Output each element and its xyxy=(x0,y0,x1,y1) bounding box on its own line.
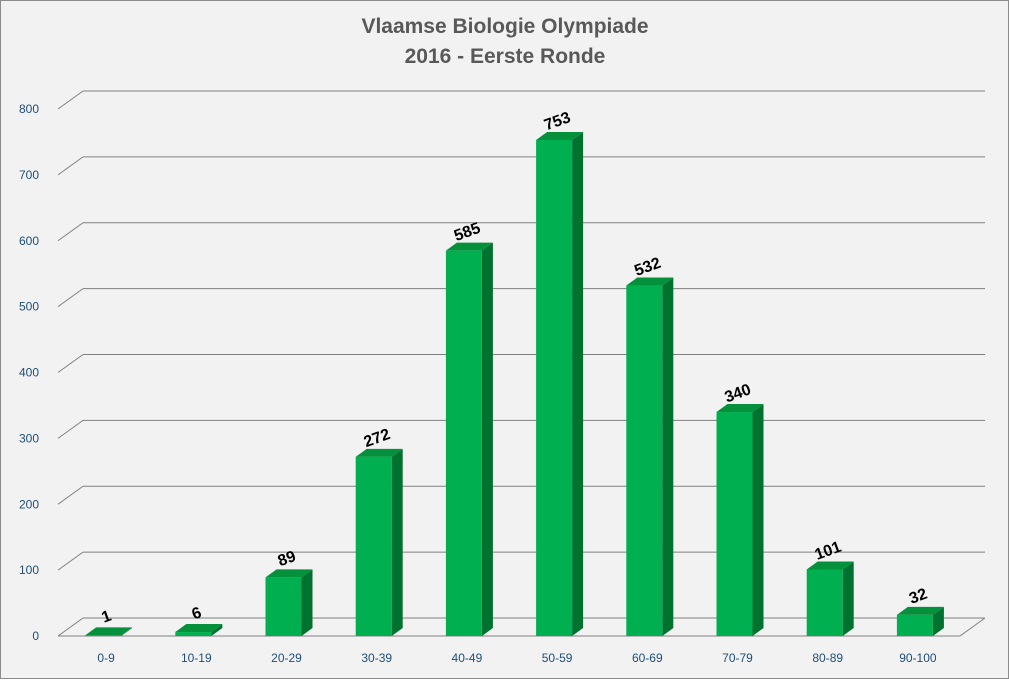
gridline-diagonal xyxy=(57,222,84,242)
bar-70-79 xyxy=(716,404,764,636)
bar-front xyxy=(445,250,482,636)
y-tick-label: 0 xyxy=(32,629,39,643)
chart-title: Vlaamse Biologie Olympiade xyxy=(361,15,648,38)
gridline-diagonal xyxy=(57,354,84,373)
bar-front xyxy=(626,285,663,636)
y-tick-label: 600 xyxy=(19,234,39,248)
y-tick-label: 800 xyxy=(19,102,39,116)
bar-20-29 xyxy=(265,569,313,636)
gridline-diagonal xyxy=(57,90,84,110)
x-tick-label: 70-79 xyxy=(722,651,753,665)
bar-top xyxy=(175,624,223,633)
y-tick-label: 300 xyxy=(19,431,39,445)
bar-side xyxy=(842,561,854,636)
bar-side xyxy=(391,448,403,636)
data-label: 1 xyxy=(99,608,113,627)
data-label: 532 xyxy=(632,255,663,280)
x-tick-label: 10-19 xyxy=(181,651,212,665)
bar-front xyxy=(265,577,302,636)
y-tick-label: 700 xyxy=(19,168,39,182)
bar-top xyxy=(536,131,584,140)
data-label: 89 xyxy=(276,548,299,570)
gridline-diagonal xyxy=(57,156,84,176)
gridlines xyxy=(57,90,986,637)
gridline-diagonal xyxy=(57,419,84,439)
bar-top xyxy=(265,569,313,578)
bar-side xyxy=(481,242,493,636)
bar-side xyxy=(932,606,944,636)
data-labels: 1 6 89 272 585 753 532 340 101 32 xyxy=(99,109,929,626)
bar-top xyxy=(85,627,133,636)
data-label: 340 xyxy=(723,381,754,406)
bar-front xyxy=(355,456,392,636)
x-tick-label: 30-39 xyxy=(361,651,392,665)
bar-top xyxy=(626,277,674,286)
bar-10-19 xyxy=(175,624,223,636)
gridline-diagonal xyxy=(57,288,84,308)
floor-diagonal xyxy=(959,617,986,637)
bar-side xyxy=(301,569,313,636)
x-tick-label: 90-100 xyxy=(899,651,937,665)
bar-40-49 xyxy=(445,242,493,636)
y-tick-label: 200 xyxy=(19,497,39,511)
data-label: 32 xyxy=(907,586,930,608)
bar-side xyxy=(121,627,133,636)
gridline-diagonal xyxy=(57,617,84,637)
x-tick-label: 80-89 xyxy=(812,651,843,665)
bar-80-89 xyxy=(806,561,854,636)
gridline-diagonal xyxy=(57,485,84,505)
bar-top xyxy=(896,606,944,615)
data-label: 753 xyxy=(542,109,573,134)
bar-50-59 xyxy=(536,131,584,636)
y-tick-label: 500 xyxy=(19,300,39,314)
x-tick-label: 50-59 xyxy=(542,651,573,665)
bar-front xyxy=(85,635,122,636)
data-label: 6 xyxy=(190,604,204,623)
data-label: 585 xyxy=(452,220,483,245)
bar-side xyxy=(662,277,674,636)
x-tick-label: 60-69 xyxy=(632,651,663,665)
bar-top xyxy=(355,448,403,457)
bar-front xyxy=(175,632,212,636)
bar-30-39 xyxy=(355,448,403,636)
data-label: 272 xyxy=(362,426,393,451)
bar-top xyxy=(716,404,764,413)
chart-subtitle: 2016 - Eerste Ronde xyxy=(405,45,606,68)
bars xyxy=(85,131,944,636)
bar-front xyxy=(896,614,933,636)
data-label: 101 xyxy=(813,539,844,564)
y-axis: 0 100 200 300 400 500 600 700 800 xyxy=(19,102,39,643)
bar-front xyxy=(806,569,843,636)
x-axis: 0-9 10-19 20-29 30-39 40-49 50-59 60-69 70-79 80… xyxy=(97,651,936,665)
y-tick-label: 400 xyxy=(19,366,39,380)
bar-side xyxy=(752,404,764,636)
x-tick-label: 40-49 xyxy=(452,651,483,665)
bar-60-69 xyxy=(626,277,674,636)
x-tick-label: 20-29 xyxy=(271,651,302,665)
bar-90-100 xyxy=(896,606,944,636)
bar-top xyxy=(445,242,493,251)
bar-side xyxy=(211,624,223,636)
bar-0-9 xyxy=(85,627,133,636)
bar-side xyxy=(572,131,584,636)
bar-front xyxy=(716,412,753,636)
y-tick-label: 100 xyxy=(19,563,39,577)
x-tick-label: 0-9 xyxy=(97,651,115,665)
bar-front xyxy=(536,139,573,636)
bar-top xyxy=(806,561,854,570)
gridline-diagonal xyxy=(57,551,84,571)
